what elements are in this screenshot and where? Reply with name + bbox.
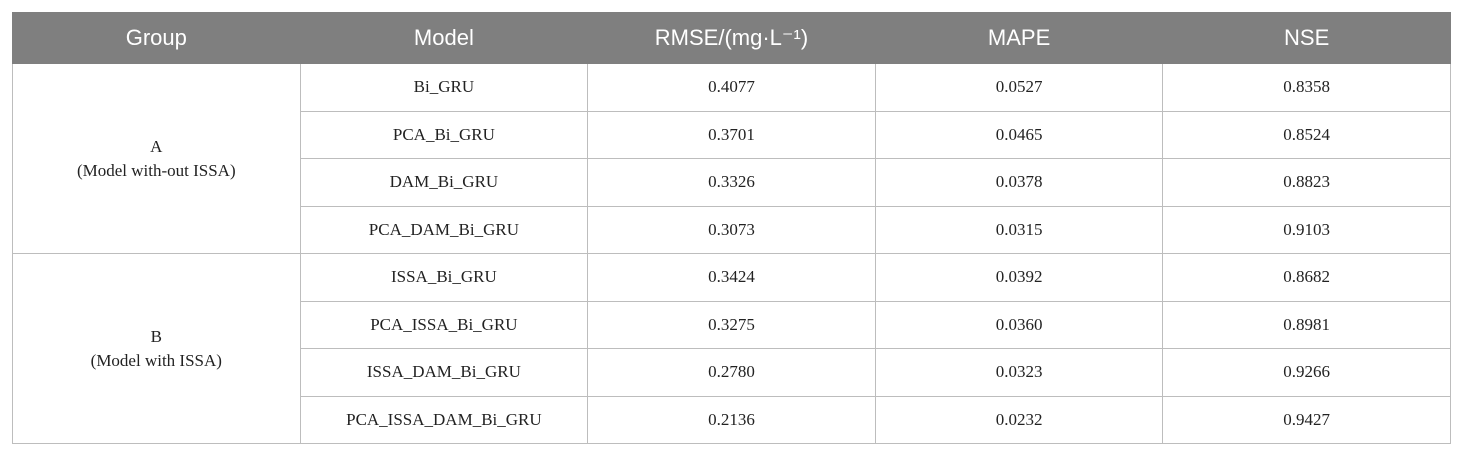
results-table: Group Model RMSE/(mg·L⁻¹) MAPE NSE A (Model w… <box>12 12 1451 444</box>
header-cell: Model <box>299 12 589 64</box>
metric-cell: 0.0315 <box>874 205 1164 254</box>
model-cell: ISSA_Bi_GRU <box>299 253 589 302</box>
metric-cell: 0.8823 <box>1162 158 1451 207</box>
header-cell: MAPE <box>874 12 1164 64</box>
header-row: Group Model RMSE/(mg·L⁻¹) MAPE NSE <box>12 12 1451 64</box>
table-row: PCA_ISSA_DAM_Bi_GRU 0.2136 0.0232 0.9427 <box>13 395 1451 444</box>
metric-cell: 0.8682 <box>1162 253 1451 302</box>
header-cell: Group <box>12 12 301 64</box>
metric-cell: 0.8524 <box>1162 110 1451 159</box>
metric-cell: 0.9427 <box>1162 395 1451 444</box>
metric-cell: 0.0527 <box>874 63 1164 112</box>
metric-cell: 0.2136 <box>587 395 876 444</box>
metric-cell: 0.0323 <box>874 348 1164 397</box>
table-row: PCA_Bi_GRU 0.3701 0.0465 0.8524 <box>13 110 1451 159</box>
model-cell: PCA_Bi_GRU <box>299 110 589 159</box>
metric-cell: 0.3424 <box>587 253 876 302</box>
metric-cell: 0.2780 <box>587 348 876 397</box>
group-note: (Model with-out ISSA) <box>76 160 236 180</box>
model-cell: PCA_ISSA_DAM_Bi_GRU <box>299 395 589 444</box>
model-cell: DAM_Bi_GRU <box>299 158 589 207</box>
metric-cell: 0.8358 <box>1162 63 1451 112</box>
table-row: PCA_ISSA_Bi_GRU 0.3275 0.0360 0.8981 <box>13 300 1451 349</box>
table-row: A (Model with-out ISSA) Bi_GRU 0.4077 0.0527… <box>12 63 1451 254</box>
metric-cell: 0.0392 <box>874 253 1164 302</box>
table-row: ISSA_DAM_Bi_GRU 0.2780 0.0323 0.9266 <box>13 348 1451 397</box>
metric-cell: 0.0232 <box>874 395 1164 444</box>
group-label: B <box>150 326 162 346</box>
group-cell: B (Model with ISSA) <box>12 253 301 444</box>
table-row: PCA_DAM_Bi_GRU 0.3073 0.0315 0.9103 <box>13 205 1451 254</box>
metric-cell: 0.0360 <box>874 300 1164 349</box>
group-label: A <box>150 136 163 156</box>
metric-cell: 0.3073 <box>587 205 876 254</box>
group-cell: A (Model with-out ISSA) <box>12 63 301 254</box>
header-cell: RMSE/(mg·L⁻¹) <box>587 12 876 64</box>
metric-cell: 0.3275 <box>587 300 876 349</box>
metric-cell: 0.3701 <box>587 110 876 159</box>
table-row: B (Model with ISSA) ISSA_Bi_GRU 0.3424 0.039… <box>12 253 1451 444</box>
table-body: A (Model with-out ISSA) Bi_GRU 0.4077 0.0527… <box>12 63 1451 444</box>
metric-cell: 0.0465 <box>874 110 1164 159</box>
metric-cell: 0.3326 <box>587 158 876 207</box>
model-cell: Bi_GRU <box>299 63 589 112</box>
metric-cell: 0.9266 <box>1162 348 1451 397</box>
model-cell: ISSA_DAM_Bi_GRU <box>299 348 589 397</box>
table-container: Group Model RMSE/(mg·L⁻¹) MAPE NSE A (Model w… <box>12 12 1451 444</box>
model-cell: PCA_DAM_Bi_GRU <box>299 205 589 254</box>
metric-cell: 0.4077 <box>587 63 876 112</box>
group-note: (Model with ISSA) <box>90 350 222 370</box>
metric-cell: 0.0378 <box>874 158 1164 207</box>
header-cell: NSE <box>1162 12 1451 64</box>
table-row: DAM_Bi_GRU 0.3326 0.0378 0.8823 <box>13 158 1451 207</box>
metric-cell: 0.9103 <box>1162 205 1451 254</box>
model-cell: PCA_ISSA_Bi_GRU <box>299 300 589 349</box>
metric-cell: 0.8981 <box>1162 300 1451 349</box>
